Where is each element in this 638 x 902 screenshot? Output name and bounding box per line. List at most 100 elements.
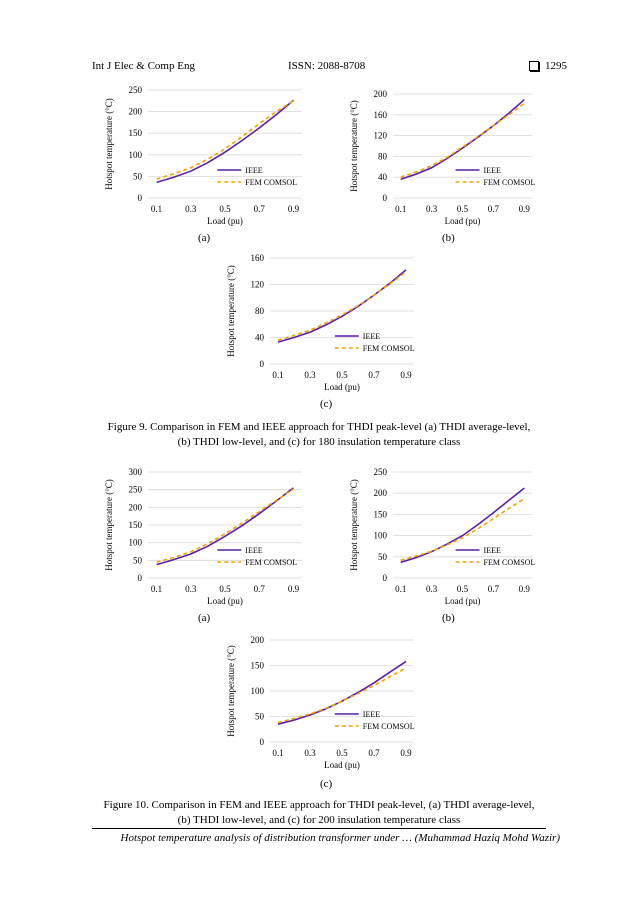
series-line-fem-comsol — [277, 667, 407, 724]
x-tick-label: 0.3 — [304, 748, 316, 758]
y-tick-label: 80 — [378, 151, 388, 161]
subfigure-label-fig10-b: (b) — [442, 612, 455, 624]
y-tick-label: 0 — [260, 359, 265, 369]
y-axis-title: Hotspot temperature (°C) — [104, 479, 114, 571]
y-tick-label: 250 — [129, 85, 143, 95]
x-axis-title: Load (pu) — [324, 382, 360, 392]
figure9-caption-line1: Figure 9. Comparison in FEM and IEEE app… — [107, 421, 531, 433]
x-tick-label: 0.5 — [219, 204, 231, 214]
y-tick-label: 100 — [129, 150, 143, 160]
y-tick-label: 160 — [374, 110, 388, 120]
legend-label: IEEE — [363, 332, 380, 341]
x-tick-label: 0.3 — [304, 370, 316, 380]
figure10-caption-line2: (b) THDI low-level, and (c) for 200 insu… — [177, 814, 461, 826]
page-number: 1295 — [545, 60, 567, 72]
y-axis-title: Hotspot temperature (°C) — [349, 479, 359, 571]
legend-label: FEM COMSOL — [484, 558, 536, 567]
x-tick-label: 0.7 — [368, 748, 380, 758]
y-tick-label: 200 — [129, 107, 143, 117]
y-tick-label: 0 — [138, 193, 143, 203]
legend-label: IEEE — [245, 166, 262, 175]
y-tick-label: 100 — [251, 686, 265, 696]
y-tick-label: 150 — [129, 128, 143, 138]
x-tick-label: 0.3 — [426, 584, 438, 594]
y-tick-label: 250 — [374, 467, 388, 477]
legend-label: IEEE — [245, 546, 262, 555]
x-tick-label: 0.9 — [288, 584, 300, 594]
series-line-ieee — [156, 487, 294, 566]
issn: ISSN: 2088-8708 — [288, 60, 366, 72]
chart-fig9-c: 0 40 80 120 160 0.1 0.3 0.5 0.7 0.9 Load (pu) Hotsp… — [226, 253, 415, 392]
chart-fig10-c: 0 50 100 150 200 0.1 0.3 0.5 0.7 0.9 Load (pu) Hots… — [226, 635, 415, 770]
legend-label: IEEE — [484, 166, 501, 175]
journal-name: Int J Elec & Comp Eng — [92, 60, 195, 72]
chart-fig9-a: 0 50 100 150 200 250 0.1 0.3 0.5 0.7 0.9 Load (pu) H… — [104, 85, 302, 226]
x-tick-label: 0.5 — [336, 748, 348, 758]
y-axis-title: Hotspot temperature (°C) — [349, 100, 359, 192]
x-tick-label: 0.1 — [151, 584, 162, 594]
x-tick-label: 0.9 — [519, 204, 531, 214]
figure9-caption: Figure 9. Comparison in FEM and IEEE app… — [92, 420, 546, 450]
y-tick-label: 200 — [374, 488, 388, 498]
x-tick-label: 0.5 — [457, 204, 469, 214]
x-tick-label: 0.9 — [519, 584, 531, 594]
x-tick-label: 0.3 — [185, 204, 197, 214]
y-tick-label: 150 — [129, 520, 143, 530]
x-tick-label: 0.1 — [272, 748, 283, 758]
x-tick-label: 0.9 — [400, 748, 412, 758]
series-line-ieee — [277, 660, 407, 725]
subfigure-label-fig9-a: (a) — [198, 232, 211, 244]
series-line-ieee — [277, 269, 407, 343]
series-line-fem-comsol — [156, 488, 294, 563]
x-tick-label: 0.9 — [288, 204, 300, 214]
y-tick-label: 200 — [374, 89, 388, 99]
x-axis-title: Load (pu) — [324, 760, 360, 770]
y-tick-label: 0 — [138, 573, 143, 583]
series-line-ieee — [156, 99, 294, 184]
y-tick-label: 50 — [133, 171, 143, 181]
chart-fig10-b: 0 50 100 150 200 250 0.1 0.3 0.5 0.7 0.9 Load (pu) H… — [349, 467, 536, 606]
y-tick-label: 300 — [129, 467, 143, 477]
chart-fig10-a: 0 50 100 150 200 250 300 0.1 0.3 0.5 0.7 0.9 Load (p… — [104, 467, 302, 606]
x-axis-title: Load (pu) — [445, 216, 481, 226]
subfigure-label-fig9-c: (c) — [320, 398, 333, 410]
series-line-fem-comsol — [400, 102, 525, 178]
x-axis-title: Load (pu) — [207, 596, 243, 606]
x-tick-label: 0.7 — [254, 204, 266, 214]
legend-label: IEEE — [484, 546, 501, 555]
footer-rule — [92, 828, 546, 829]
x-tick-label: 0.7 — [368, 370, 380, 380]
series-line-fem-comsol — [156, 100, 294, 180]
x-tick-label: 0.7 — [488, 584, 500, 594]
x-tick-label: 0.3 — [185, 584, 197, 594]
footer-citation: Hotspot temperature analysis of distribu… — [120, 832, 561, 844]
y-axis-title: Hotspot temperature (°C) — [104, 98, 114, 190]
x-axis-title: Load (pu) — [207, 216, 243, 226]
subfigure-label-fig9-b: (b) — [442, 232, 455, 244]
y-axis-title: Hotspot temperature (°C) — [226, 265, 236, 357]
y-tick-label: 80 — [255, 306, 265, 316]
y-tick-label: 0 — [260, 737, 265, 747]
chart-fig9-b: 0 40 80 120 160 200 0.1 0.3 0.5 0.7 0.9 Load (pu) Ho… — [349, 89, 535, 226]
series-line-fem-comsol — [400, 498, 525, 561]
legend-label: FEM COMSOL — [363, 722, 415, 731]
x-tick-label: 0.9 — [400, 370, 412, 380]
x-tick-label: 0.1 — [395, 204, 406, 214]
y-tick-label: 0 — [383, 193, 388, 203]
y-tick-label: 150 — [374, 509, 388, 519]
legend-label: FEM COMSOL — [363, 344, 415, 353]
y-tick-label: 0 — [383, 573, 388, 583]
legend-label: FEM COMSOL — [245, 558, 297, 567]
figure9-caption-line2: (b) THDI low-level, and (c) for 180 insu… — [177, 436, 461, 448]
y-axis-title: Hotspot temperature (°C) — [226, 645, 236, 737]
legend-label: FEM COMSOL — [245, 178, 297, 187]
y-tick-label: 40 — [378, 172, 388, 182]
subfigure-label-fig10-c: (c) — [320, 778, 333, 790]
x-tick-label: 0.5 — [457, 584, 469, 594]
figure10-caption-line1: Figure 10. Comparison in FEM and IEEE ap… — [103, 799, 535, 811]
x-tick-label: 0.7 — [488, 204, 500, 214]
x-tick-label: 0.5 — [219, 584, 231, 594]
x-tick-label: 0.1 — [272, 370, 283, 380]
x-axis-title: Load (pu) — [445, 596, 481, 606]
subfigure-label-fig10-a: (a) — [198, 612, 211, 624]
